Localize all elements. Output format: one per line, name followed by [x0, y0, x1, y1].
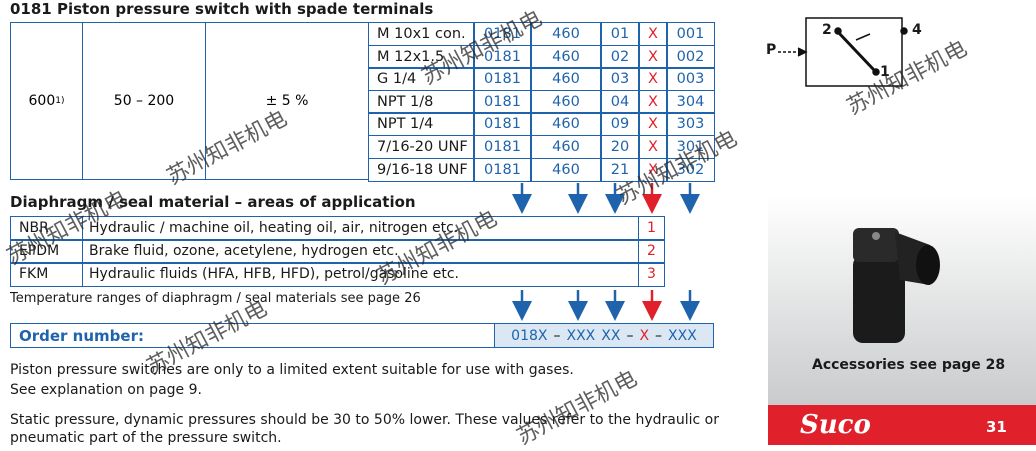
title: 0181 Piston pressure switch with spade t… — [10, 0, 434, 18]
code-part: 018X — [511, 327, 548, 344]
material-cell: EPDM — [10, 239, 83, 264]
material-cell: 2 — [638, 239, 665, 264]
material-cell: Hydraulic fluids (HFA, HFB, HFD), petrol… — [82, 262, 639, 287]
material-cell: FKM — [10, 262, 83, 287]
note-line: pneumatic part of the pressure switch. — [10, 430, 282, 446]
page-number: 31 — [986, 418, 1007, 436]
code-cell: X — [638, 157, 668, 182]
material-cell: Brake fluid, ozone, acetylene, hydrogen … — [82, 239, 639, 264]
order-code: 018X – XXX XX – X – XXX — [494, 323, 714, 348]
note-line: Piston pressure switches are only to a l… — [10, 362, 574, 378]
code-part: – — [553, 327, 561, 344]
materials-note: Temperature ranges of diaphragm / seal m… — [10, 291, 421, 306]
code-cell: 21 — [600, 157, 640, 182]
code-part: – — [626, 327, 634, 344]
code-part: – — [655, 327, 663, 344]
material-cell: NBR — [10, 216, 83, 241]
pressure: 600 — [28, 93, 56, 110]
materials-heading: Diaphragm / seal material – areas of app… — [10, 193, 416, 211]
code-cell: 0181 — [473, 157, 532, 182]
port-label: P — [766, 42, 777, 58]
note-line: See explanation on page 9. — [10, 382, 202, 398]
code-part: XX — [601, 327, 621, 344]
material-cell: 1 — [638, 216, 665, 241]
switch-symbol — [778, 17, 908, 87]
code-part: XXX — [668, 327, 697, 344]
code-part: X — [639, 327, 650, 344]
code-cell: 460 — [530, 157, 602, 182]
pressure-note: 1) — [55, 96, 65, 107]
port-label: 1 — [880, 64, 890, 80]
note-line: Static pressure, dynamic pressures shoul… — [10, 412, 719, 428]
connector-image — [853, 228, 940, 343]
code-part: XXX — [566, 327, 596, 344]
brand-logo: Suco — [800, 410, 871, 440]
arrows — [512, 183, 700, 321]
port-label: 2 — [822, 22, 832, 38]
code-cell: 9/16-18 UNF — [368, 157, 475, 182]
accessories-caption: Accessories see page 28 — [812, 357, 1006, 373]
material-cell: Hydraulic / machine oil, heating oil, ai… — [82, 216, 639, 241]
port-label: 4 — [912, 22, 922, 38]
material-cell: 3 — [638, 262, 665, 287]
code-cell: 302 — [666, 157, 715, 182]
footer-band — [768, 405, 1036, 445]
order-label: Order number: — [10, 323, 495, 348]
